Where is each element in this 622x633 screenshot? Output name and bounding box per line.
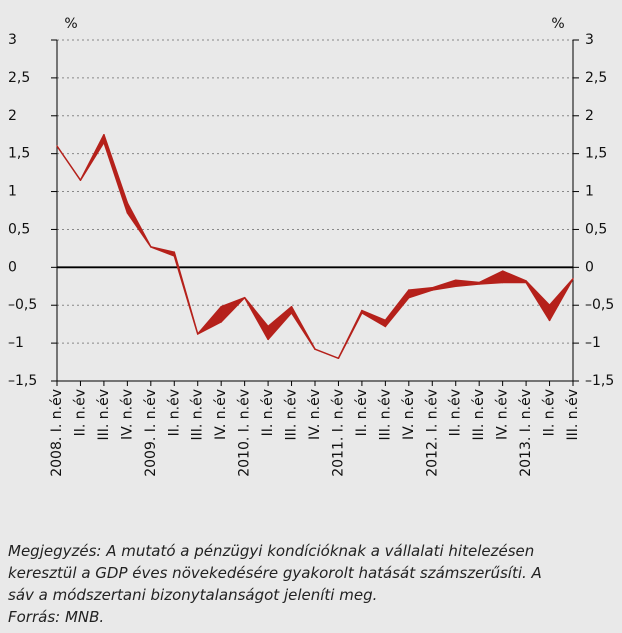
x-tick-label: 2013. I. n.év (518, 389, 534, 477)
x-tick-label: II. n.év (72, 389, 88, 436)
x-tick-label: IV. n.év (307, 389, 323, 440)
y-tick-label: 1 (8, 184, 17, 200)
note: keresztül a GDP éves növekedésére gyakor… (8, 564, 542, 582)
y2-tick-label: 0,5 (585, 221, 607, 237)
y-tick-label: 0,5 (8, 221, 30, 237)
x-tick-label: IV. n.év (119, 389, 135, 440)
y-tick-label: –0,5 (8, 297, 37, 313)
y-tick-label: 3 (8, 32, 17, 48)
y-tick-label: 0 (8, 259, 17, 275)
x-tick-label: IV. n.év (213, 389, 229, 440)
band-segment (290, 305, 316, 350)
x-tick-label: 2012. I. n.év (424, 389, 440, 477)
source: Forrás: MNB. (8, 608, 104, 626)
x-tick-label: IV. n.év (401, 389, 417, 440)
y2-unit: % (551, 16, 564, 32)
x-tick-label: III. n.év (565, 389, 581, 441)
y-tick-label: 2,5 (8, 70, 30, 86)
y-tick-label: 2 (8, 108, 17, 124)
note: Megjegyzés: A mutató a pénzügyi kondíció… (8, 542, 534, 560)
band-segment (548, 277, 574, 322)
y2-tick-label: 3 (585, 32, 594, 48)
band-segment (126, 202, 152, 248)
x-tick-label: II. n.év (260, 389, 276, 436)
note: sáv a módszertani bizonytalanságot jelen… (8, 586, 377, 604)
y2-tick-label: 1,5 (585, 146, 607, 162)
x-tick-label: 2009. I. n.év (143, 389, 159, 477)
band-segment (220, 296, 246, 323)
x-tick-label: III. n.év (471, 389, 487, 441)
y2-tick-label: –1,5 (585, 373, 614, 389)
y-tick-label: 1,5 (8, 146, 30, 162)
y2-tick-label: 2 (585, 108, 594, 124)
y2-tick-label: 2,5 (585, 70, 607, 86)
y2-tick-label: –1 (585, 335, 601, 351)
x-tick-label: 2011. I. n.év (330, 389, 346, 477)
x-tick-label: IV. n.év (495, 389, 511, 440)
x-tick-label: II. n.év (166, 389, 182, 436)
y-unit: % (64, 16, 77, 32)
band-segment (173, 251, 199, 335)
y2-tick-label: 1 (585, 184, 594, 200)
x-tick-label: III. n.év (96, 389, 112, 441)
x-tick-label: 2010. I. n.év (237, 389, 253, 477)
x-tick-label: III. n.év (377, 389, 393, 441)
x-tick-label: 2008. I. n.év (49, 389, 65, 477)
y2-tick-label: 0 (585, 259, 594, 275)
y-tick-label: –1,5 (8, 373, 37, 389)
y2-tick-label: –0,5 (585, 297, 614, 313)
x-tick-label: II. n.év (448, 389, 464, 436)
x-tick-label: II. n.év (354, 389, 370, 436)
x-tick-label: II. n.év (542, 389, 558, 436)
y-tick-label: –1 (8, 335, 24, 351)
x-tick-label: III. n.év (284, 389, 300, 441)
x-tick-label: III. n.év (190, 389, 206, 441)
